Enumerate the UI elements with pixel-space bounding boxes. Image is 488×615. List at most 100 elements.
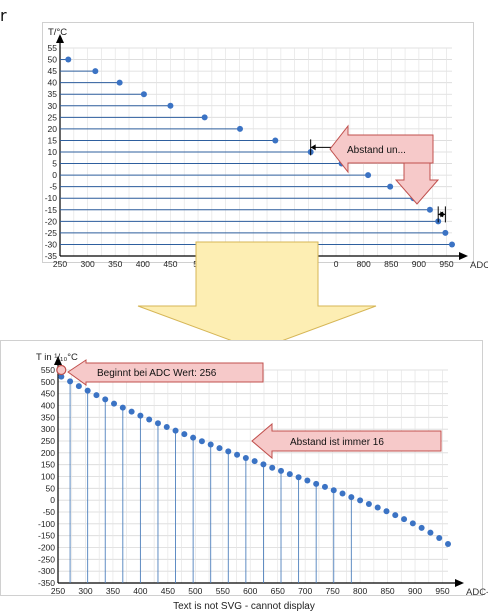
- data-point: [93, 392, 100, 399]
- annotation-label: Beginnt bei ADC Wert: 256: [97, 368, 217, 379]
- data-point: [445, 540, 451, 547]
- x-tick-label: 900: [408, 586, 422, 596]
- x-tick-label: 400: [133, 586, 147, 596]
- data-point: [181, 431, 188, 438]
- data-point: [111, 400, 118, 407]
- data-point: [201, 114, 208, 121]
- y-tick-label: 20: [48, 124, 58, 134]
- data-point: [84, 387, 91, 394]
- data-point: [225, 448, 232, 455]
- data-point: [383, 508, 390, 515]
- data-point: [321, 483, 328, 490]
- data-point: [260, 461, 267, 468]
- data-point: [365, 500, 372, 507]
- distance-marker-b-arrow-right: [440, 211, 446, 218]
- data-point: [67, 378, 74, 385]
- x-tick-label: 500: [188, 586, 202, 596]
- data-point: [163, 424, 170, 431]
- data-point: [278, 467, 285, 474]
- x-tick-label: 700: [298, 586, 312, 596]
- data-point: [313, 480, 320, 487]
- data-point: [374, 504, 381, 511]
- data-point: [304, 477, 311, 484]
- data-point: [442, 229, 449, 236]
- y-tick-label: 550: [41, 365, 55, 375]
- y-tick-label: -20: [45, 216, 58, 226]
- data-point: [348, 494, 355, 501]
- x-tick-label: 850: [380, 586, 394, 596]
- x-tick-label: 450: [163, 259, 177, 269]
- data-point: [236, 125, 243, 132]
- y-tick-label: 400: [41, 401, 55, 411]
- svg-notice: Text is not SVG - cannot display: [173, 601, 315, 612]
- y-tick-label: 250: [41, 436, 55, 446]
- y-tick-label: -250: [38, 554, 55, 564]
- y-tick-label: -5: [49, 182, 57, 192]
- data-point: [75, 383, 82, 390]
- callout-arrow-start: [67, 359, 264, 386]
- y-axis-title: T/°C: [48, 27, 67, 38]
- data-point: [119, 404, 126, 411]
- chart-border: [0, 340, 483, 596]
- y-tick-label: 350: [41, 412, 55, 422]
- x-axis-title: ADC-Wert: [470, 260, 488, 271]
- x-tick-label: 0: [334, 259, 339, 269]
- transition-arrow: [137, 241, 377, 351]
- x-tick-label: 300: [81, 259, 95, 269]
- data-point: [92, 68, 99, 75]
- data-point: [216, 445, 223, 452]
- data-point: [409, 520, 416, 527]
- data-point: [102, 396, 109, 403]
- distance-marker-a-arrow-left: [310, 144, 316, 151]
- data-point: [172, 427, 179, 434]
- y-tick-label: 35: [48, 89, 58, 99]
- y-tick-label: 300: [41, 424, 55, 434]
- data-point: [436, 535, 443, 542]
- y-tick-label: 50: [46, 483, 56, 493]
- data-point: [418, 524, 425, 531]
- x-tick-label: 950: [435, 586, 449, 596]
- y-tick-label: -25: [45, 228, 58, 238]
- x-tick-label: 550: [216, 586, 230, 596]
- y-axis-title: T in ¹/₁₀°C: [36, 352, 78, 363]
- data-point: [154, 420, 161, 427]
- y-tick-label: -15: [45, 205, 58, 215]
- data-point: [167, 102, 174, 109]
- y-tick-label: 30: [48, 101, 58, 111]
- chart-panel-2: 550500450400350300250200150100500-50-100…: [0, 340, 488, 598]
- x-tick-label: 750: [326, 586, 340, 596]
- x-tick-label: 250: [51, 586, 65, 596]
- data-point: [449, 241, 455, 248]
- callout-arrow-distance: [251, 422, 442, 460]
- x-axis-title: ADC-Wert: [466, 587, 488, 598]
- y-axis-arrow: [56, 34, 64, 43]
- data-point: [269, 464, 276, 471]
- x-tick-label: 350: [108, 259, 122, 269]
- y-tick-label: -35: [45, 251, 58, 261]
- data-point: [401, 516, 408, 523]
- x-tick-label: 800: [357, 259, 371, 269]
- data-point: [365, 172, 372, 179]
- data-point: [234, 451, 241, 458]
- x-tick-label: 300: [78, 586, 92, 596]
- y-tick-label: 500: [41, 377, 55, 387]
- highlight-point: [56, 364, 67, 376]
- x-tick-label: 850: [384, 259, 398, 269]
- y-axis-arrow: [54, 356, 62, 365]
- data-point: [190, 434, 197, 441]
- x-tick-label: 900: [412, 259, 426, 269]
- data-point: [392, 512, 399, 519]
- y-tick-label: -350: [38, 578, 55, 588]
- y-tick-label: -30: [45, 239, 58, 249]
- data-point: [207, 441, 214, 448]
- data-point: [128, 408, 135, 415]
- y-tick-label: -50: [43, 507, 56, 517]
- y-tick-label: 0: [50, 495, 55, 505]
- data-point: [272, 137, 279, 144]
- data-point: [137, 412, 144, 419]
- x-tick-label: 400: [136, 259, 150, 269]
- y-tick-label: -10: [45, 193, 58, 203]
- y-tick-label: 5: [52, 159, 57, 169]
- data-point: [286, 471, 293, 478]
